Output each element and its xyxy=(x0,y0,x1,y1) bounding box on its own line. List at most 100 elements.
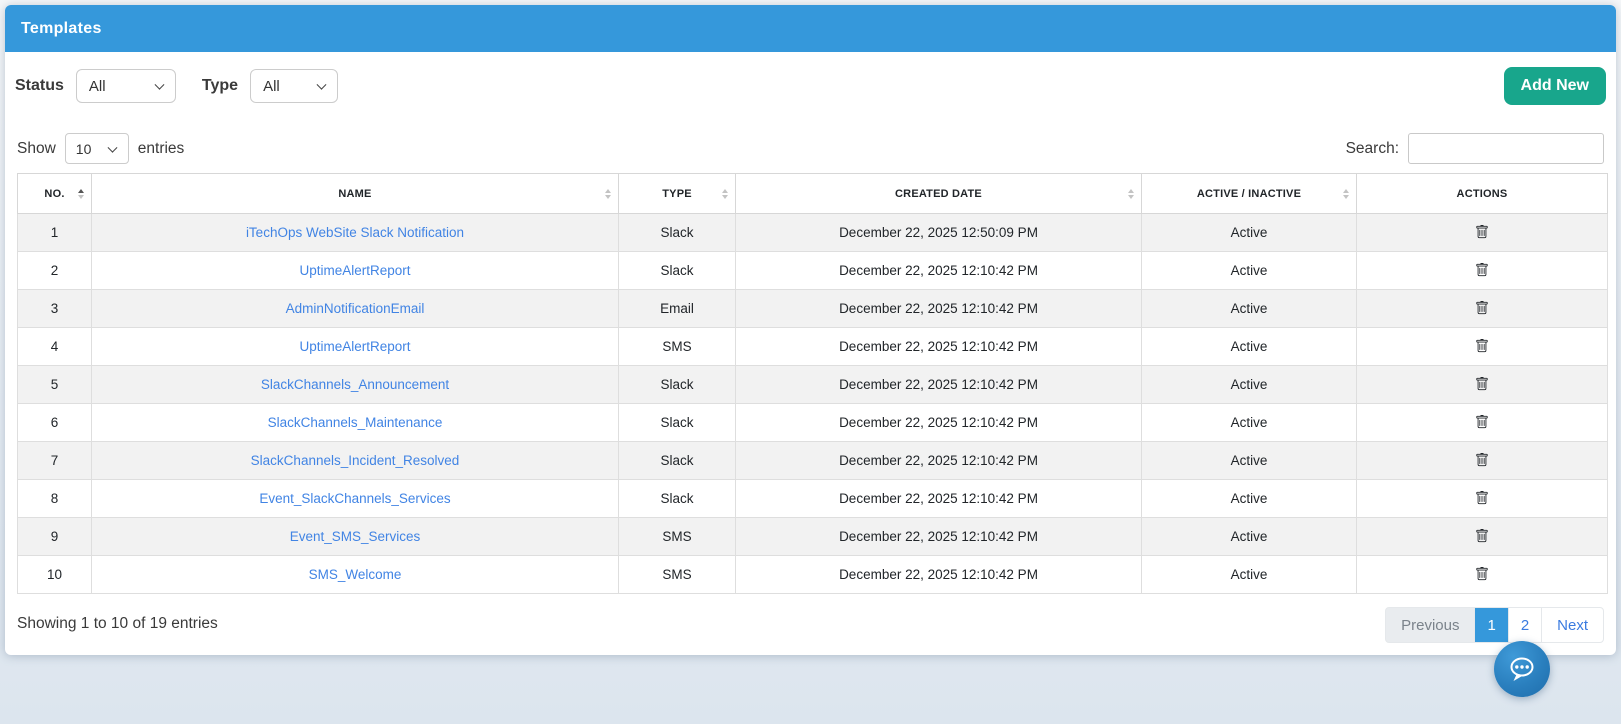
template-name-link[interactable]: SlackChannels_Maintenance xyxy=(267,415,443,430)
type-filter-label: Type xyxy=(201,77,239,94)
template-name-link[interactable]: SlackChannels_Incident_Resolved xyxy=(250,453,460,468)
delete-button[interactable] xyxy=(1471,489,1493,507)
page-length-control: Show 10 entries xyxy=(17,133,184,164)
template-name-link[interactable]: UptimeAlertReport xyxy=(299,263,411,278)
template-type: SMS xyxy=(618,555,736,594)
row-number: 2 xyxy=(17,251,92,290)
pagination-page-2-button[interactable]: 2 xyxy=(1507,607,1543,643)
status-filter-label: Status xyxy=(15,77,64,94)
table-row: 5 SlackChannels_Announcement Slack Decem… xyxy=(17,365,1608,404)
template-name-link[interactable]: SlackChannels_Announcement xyxy=(260,377,450,392)
template-name-link[interactable]: Event_SlackChannels_Services xyxy=(259,491,451,506)
table-row: 3 AdminNotificationEmail Email December … xyxy=(17,289,1608,328)
pagination-next-button[interactable]: Next xyxy=(1541,607,1604,643)
delete-button[interactable] xyxy=(1471,527,1493,545)
trash-icon xyxy=(1475,301,1489,318)
table-row: 1 iTechOps WebSite Slack Notification Sl… xyxy=(17,213,1608,252)
trash-icon xyxy=(1475,491,1489,508)
column-header-active-inactive[interactable]: ACTIVE / INACTIVE xyxy=(1141,173,1357,214)
active-status: Active xyxy=(1141,441,1357,480)
pagination: Previous 1 2 Next xyxy=(1385,607,1604,643)
sort-arrows-icon xyxy=(78,188,84,199)
page-title-bar: Templates xyxy=(5,5,1616,52)
template-name-link[interactable]: AdminNotificationEmail xyxy=(285,301,425,316)
delete-button[interactable] xyxy=(1471,451,1493,469)
active-status: Active xyxy=(1141,479,1357,518)
chat-bubble-icon xyxy=(1506,653,1538,685)
table-controls-row: Show 10 entries Search: xyxy=(17,133,1604,164)
template-type: Slack xyxy=(618,365,736,404)
created-date: December 22, 2025 12:10:42 PM xyxy=(735,517,1142,556)
row-number: 4 xyxy=(17,327,92,366)
template-name-link[interactable]: Event_SMS_Services xyxy=(289,529,421,544)
created-date: December 22, 2025 12:10:42 PM xyxy=(735,365,1142,404)
template-type: Slack xyxy=(618,251,736,290)
row-number: 7 xyxy=(17,441,92,480)
pagination-previous-button[interactable]: Previous xyxy=(1385,607,1476,643)
template-name-link[interactable]: iTechOps WebSite Slack Notification xyxy=(245,225,465,240)
row-number: 3 xyxy=(17,289,92,328)
search-input[interactable] xyxy=(1408,133,1604,164)
created-date: December 22, 2025 12:10:42 PM xyxy=(735,403,1142,442)
sort-arrows-icon xyxy=(1343,188,1349,199)
chat-widget-button[interactable] xyxy=(1494,641,1550,697)
active-status: Active xyxy=(1141,365,1357,404)
table-row: 9 Event_SMS_Services SMS December 22, 20… xyxy=(17,517,1608,556)
template-type: Slack xyxy=(618,403,736,442)
table-row: 2 UptimeAlertReport Slack December 22, 2… xyxy=(17,251,1608,290)
show-label: Show xyxy=(17,139,56,157)
delete-button[interactable] xyxy=(1471,223,1493,241)
column-header-type[interactable]: TYPE xyxy=(618,173,736,214)
delete-button[interactable] xyxy=(1471,299,1493,317)
column-header-no[interactable]: NO. xyxy=(17,173,92,214)
column-header-name[interactable]: NAME xyxy=(91,173,619,214)
templates-table: NO. NAME TYPE CREATED DATE ACTIVE / INAC… xyxy=(17,173,1608,594)
delete-button[interactable] xyxy=(1471,337,1493,355)
pagination-page-1-button[interactable]: 1 xyxy=(1474,607,1509,643)
created-date: December 22, 2025 12:10:42 PM xyxy=(735,441,1142,480)
row-number: 10 xyxy=(17,555,92,594)
table-row: 7 SlackChannels_Incident_Resolved Slack … xyxy=(17,441,1608,480)
trash-icon xyxy=(1475,377,1489,394)
created-date: December 22, 2025 12:10:42 PM xyxy=(735,251,1142,290)
search-control: Search: xyxy=(1346,133,1604,164)
template-type: Slack xyxy=(618,479,736,518)
templates-card: Templates Status All Type All Add New Sh… xyxy=(5,5,1616,655)
column-header-created-date[interactable]: CREATED DATE xyxy=(735,173,1142,214)
active-status: Active xyxy=(1141,403,1357,442)
trash-icon xyxy=(1475,529,1489,546)
delete-button[interactable] xyxy=(1471,565,1493,583)
add-new-button[interactable]: Add New xyxy=(1503,67,1606,105)
template-type: Slack xyxy=(618,213,736,252)
row-number: 5 xyxy=(17,365,92,404)
active-status: Active xyxy=(1141,517,1357,556)
template-type: Email xyxy=(618,289,736,328)
search-label: Search: xyxy=(1345,139,1399,157)
trash-icon xyxy=(1475,415,1489,432)
delete-button[interactable] xyxy=(1471,261,1493,279)
row-number: 8 xyxy=(17,479,92,518)
template-type: SMS xyxy=(618,517,736,556)
table-footer: Showing 1 to 10 of 19 entries Previous 1… xyxy=(17,607,1604,643)
active-status: Active xyxy=(1141,327,1357,366)
delete-button[interactable] xyxy=(1471,413,1493,431)
entries-per-page-select[interactable]: 10 xyxy=(64,133,129,164)
column-header-actions: ACTIONS xyxy=(1356,173,1608,214)
entries-summary: Showing 1 to 10 of 19 entries xyxy=(17,615,218,632)
row-number: 9 xyxy=(17,517,92,556)
template-name-link[interactable]: SMS_Welcome xyxy=(308,567,402,582)
created-date: December 22, 2025 12:10:42 PM xyxy=(735,327,1142,366)
created-date: December 22, 2025 12:10:42 PM xyxy=(735,555,1142,594)
trash-icon xyxy=(1475,339,1489,356)
trash-icon xyxy=(1475,567,1489,584)
type-filter-select[interactable]: All xyxy=(250,69,339,103)
table-row: 10 SMS_Welcome SMS December 22, 2025 12:… xyxy=(17,555,1608,594)
trash-icon xyxy=(1475,453,1489,470)
template-name-link[interactable]: UptimeAlertReport xyxy=(299,339,411,354)
delete-button[interactable] xyxy=(1471,375,1493,393)
status-filter-select[interactable]: All xyxy=(75,69,176,103)
sort-arrows-icon xyxy=(722,188,728,199)
active-status: Active xyxy=(1141,555,1357,594)
trash-icon xyxy=(1475,225,1489,242)
table-header-row: NO. NAME TYPE CREATED DATE ACTIVE / INAC… xyxy=(17,173,1608,214)
